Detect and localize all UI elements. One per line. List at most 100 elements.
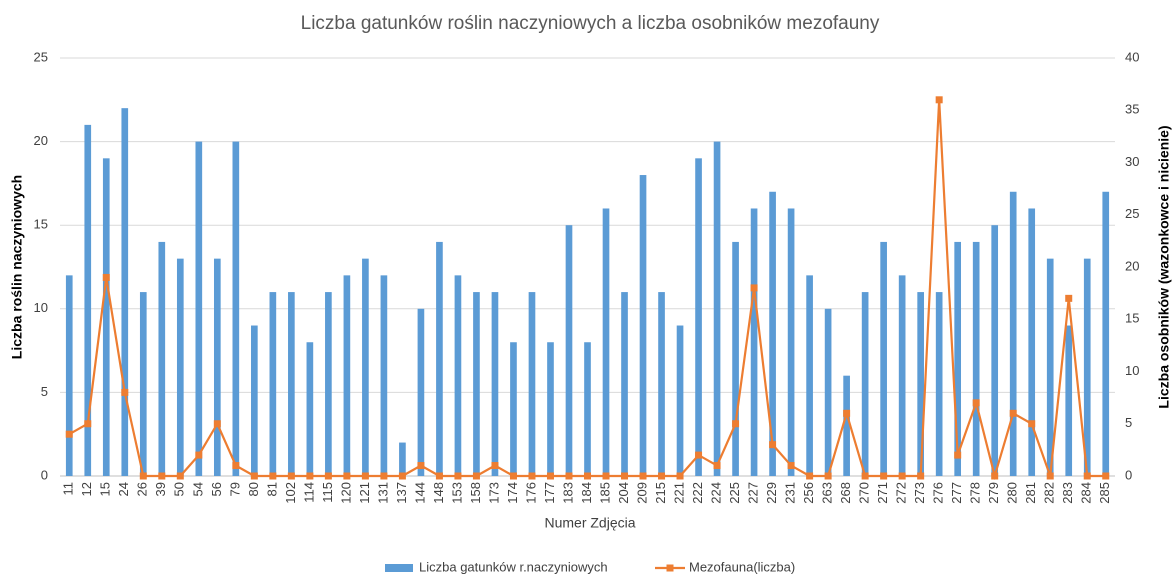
x-tick-label: 271: [875, 482, 890, 504]
line-marker: [935, 96, 943, 104]
bar: [176, 258, 184, 476]
line-marker: [898, 472, 906, 480]
legend-label: Mezofauna(liczba): [689, 559, 795, 574]
line-marker: [343, 472, 351, 480]
y2-tick-label: 20: [1125, 258, 1139, 273]
bar: [880, 241, 887, 476]
line-marker: [954, 451, 962, 459]
bar: [454, 275, 462, 476]
bar: [306, 342, 314, 476]
line-marker: [306, 472, 314, 480]
bar: [547, 342, 554, 476]
bar: [417, 308, 425, 476]
x-tick-label: 137: [394, 482, 409, 504]
line-marker: [1065, 294, 1073, 302]
line-marker: [843, 409, 851, 417]
line-marker: [435, 472, 443, 480]
bar: [750, 208, 758, 477]
x-tick-label: 176: [523, 482, 538, 504]
bar: [639, 175, 647, 477]
x-tick-label: 184: [579, 482, 594, 504]
y2-tick-label: 5: [1125, 415, 1132, 430]
y-tick-label: 25: [34, 49, 48, 64]
x-tick-label: 173: [486, 482, 501, 504]
y2-tick-label: 10: [1125, 363, 1139, 378]
x-tick-label: 224: [708, 482, 723, 504]
line-marker: [1028, 420, 1036, 428]
line-marker: [824, 472, 832, 480]
x-tick-label: 227: [746, 482, 761, 504]
y-tick-label: 20: [34, 133, 48, 148]
x-tick-label: 50: [172, 482, 187, 496]
x-tick-label: 222: [690, 482, 705, 504]
x-tick-label: 114: [301, 482, 316, 503]
x-tick-label: 215: [653, 482, 668, 504]
legend-swatch: [385, 564, 413, 572]
x-tick-label: 272: [894, 482, 909, 504]
bar: [584, 342, 591, 476]
bar: [473, 292, 480, 476]
y2-tick-label: 35: [1125, 102, 1139, 117]
bar: [269, 292, 277, 476]
bar: [213, 258, 221, 476]
line-marker: [509, 472, 517, 480]
x-tick-label: 277: [949, 482, 964, 504]
bar: [1046, 258, 1054, 476]
bar: [343, 275, 351, 476]
y-axis-title: Liczba roślin naczyniowych: [9, 175, 25, 359]
x-tick-label: 204: [616, 482, 631, 504]
bar: [121, 108, 129, 476]
x-tick-label: 120: [338, 482, 353, 504]
bar: [380, 275, 388, 476]
y2-tick-label: 15: [1125, 311, 1139, 326]
bar: [769, 191, 776, 476]
line-marker: [158, 472, 166, 480]
line-marker: [472, 472, 480, 480]
x-tick-label: 231: [783, 482, 798, 504]
line-marker: [695, 451, 703, 459]
line-marker: [398, 472, 406, 480]
line-marker: [917, 472, 925, 480]
bar: [621, 292, 628, 476]
line-marker: [324, 472, 332, 480]
line-marker: [213, 420, 221, 428]
bar: [602, 208, 610, 477]
bar: [251, 325, 258, 476]
legend-swatch: [666, 564, 674, 572]
line-marker: [621, 472, 629, 480]
x-tick-label: 209: [634, 482, 649, 504]
bar: [65, 275, 73, 476]
line-marker: [565, 472, 573, 480]
line-marker: [361, 472, 369, 480]
bar: [917, 292, 924, 476]
bar: [158, 241, 166, 476]
x-tick-label: 158: [468, 482, 483, 504]
x-tick-label: 270: [857, 482, 872, 504]
bar: [658, 292, 665, 476]
x-tick-label: 283: [1060, 482, 1075, 504]
x-tick-label: 79: [227, 482, 242, 496]
line-marker: [528, 472, 536, 480]
x-tick-label: 229: [764, 482, 779, 504]
bar: [1028, 208, 1036, 477]
bar: [954, 241, 962, 476]
bar: [436, 241, 443, 476]
x-axis-title: Numer Zdjęcia: [544, 515, 635, 531]
x-tick-label: 24: [116, 482, 131, 496]
x-tick-label: 153: [449, 482, 464, 504]
bar: [510, 342, 517, 476]
bar: [399, 442, 406, 476]
line-marker: [861, 472, 869, 480]
legend-label: Liczba gatunków r.naczyniowych: [419, 559, 608, 574]
line-marker: [750, 284, 758, 292]
line-marker: [380, 472, 388, 480]
x-tick-label: 11: [61, 482, 76, 496]
y2-tick-label: 25: [1125, 206, 1139, 221]
line-marker: [195, 451, 203, 459]
bar: [232, 141, 240, 476]
x-tick-label: 225: [727, 482, 742, 504]
line-marker: [417, 462, 425, 470]
line-marker: [991, 472, 999, 480]
chart-title: Liczba gatunków roślin naczyniowych a li…: [301, 13, 880, 34]
